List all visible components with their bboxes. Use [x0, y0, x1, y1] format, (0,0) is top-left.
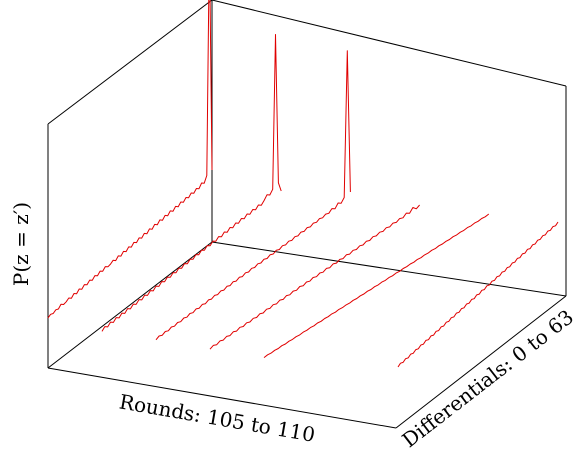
x-axis-label: Rounds: 105 to 110 [118, 389, 317, 446]
series-line-round-106 [101, 34, 282, 332]
series-line-round-109 [263, 213, 490, 358]
series-line-round-108 [209, 204, 420, 350]
floor-back-edge [211, 241, 567, 297]
y-axis-line [395, 295, 567, 429]
y-axis-label: Differentials: 0 to 63 [397, 305, 578, 453]
floor-left-edge [47, 241, 213, 369]
box-frame [47, 0, 567, 429]
back-wall-top-edge [211, 0, 567, 87]
x-axis-line [47, 367, 397, 429]
side-top-edge [47, 0, 213, 125]
series-line-round-107 [155, 50, 351, 341]
series-line-round-110 [397, 221, 559, 368]
z-axis-label: P(z = z′) [9, 202, 33, 286]
series-line-round-105 [47, 0, 213, 319]
series-group [47, 0, 559, 368]
